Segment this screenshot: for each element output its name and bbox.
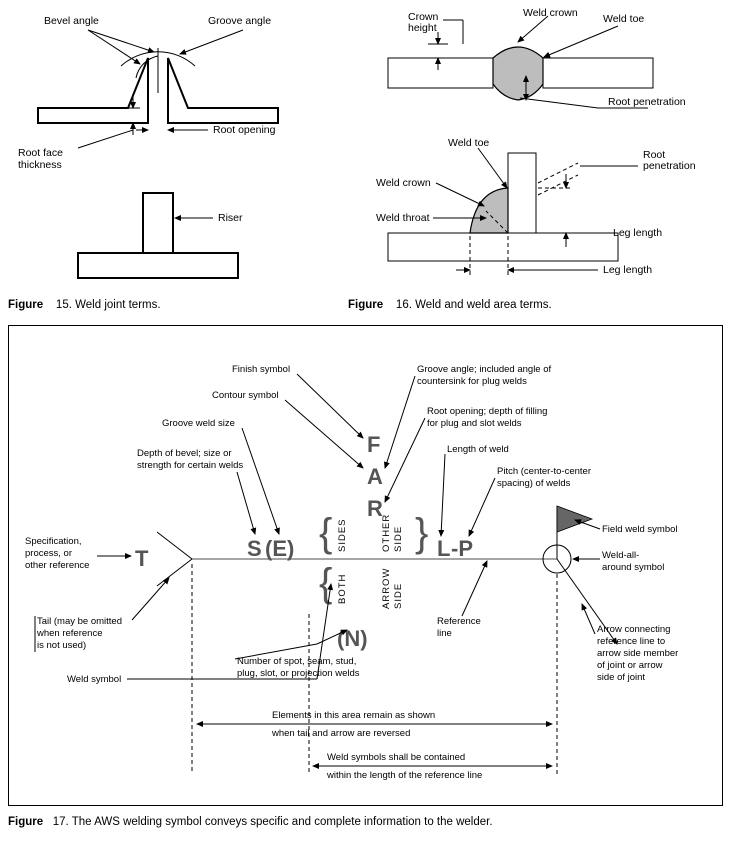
co-contained-1: Weld symbols shall be contained [327, 752, 465, 763]
label-crown-height-2: height [408, 22, 437, 34]
label-weld-crown-top: Weld crown [523, 8, 578, 19]
co-tail-1: Tail (may be omitted [37, 616, 122, 627]
co-groove-angle-1: Groove angle; included angle of [417, 364, 552, 375]
label-groove-angle: Groove angle [208, 15, 271, 27]
co-finish: Finish symbol [232, 364, 290, 375]
co-numspot-2: plug, slot, or projection welds [237, 668, 360, 679]
label-root-face-1: Root face [18, 147, 63, 159]
co-waa-1: Weld-all- [602, 550, 639, 561]
label-leg-length-v: Leg length [613, 227, 662, 239]
caption-num: 16. [396, 299, 412, 311]
label-arrow-1: ARROW [381, 568, 392, 609]
label-sides: SIDES [337, 518, 348, 552]
co-waa-2: around symbol [602, 562, 664, 573]
co-tail-3: is not used) [37, 640, 86, 651]
caption-num: 15. [56, 299, 72, 311]
caption-text: The AWS welding symbol conveys specific … [72, 816, 493, 828]
co-depth-2: strength for certain welds [137, 460, 243, 471]
label-weld-crown-lower: Weld crown [376, 177, 431, 189]
label-leg-length-h: Leg length [603, 264, 652, 276]
co-pitch-1: Pitch (center-to-center [497, 466, 591, 477]
caption-num: 17. [53, 816, 69, 828]
caption-prefix: Figure [8, 816, 43, 828]
figure-16-panel: Crown height Weld crown Weld toe Root pe… [348, 8, 718, 311]
letter-N: (N) [337, 626, 368, 651]
co-pitch-2: spacing) of welds [497, 478, 571, 489]
letter-A: A [367, 464, 383, 489]
figure-15-caption: Figure 15. Weld joint terms. [8, 299, 328, 311]
figure-17-caption: Figure 17. The AWS welding symbol convey… [8, 816, 723, 828]
label-other-2: SIDE [393, 526, 404, 552]
co-spec-3: other reference [25, 560, 89, 571]
label-root-opening: Root opening [213, 124, 276, 136]
label-weld-toe-lower: Weld toe [448, 137, 489, 149]
caption-prefix: Figure [8, 299, 43, 311]
figure-15-svg: Bevel angle Groove angle Root face thick… [8, 8, 328, 288]
co-elements-2: when tail and arrow are reversed [271, 728, 410, 739]
co-arrowc-1: Arrow connecting [597, 624, 670, 635]
co-contained-2: within the length of the reference line [326, 770, 482, 781]
figure-16-caption: Figure 16. Weld and weld area terms. [348, 299, 718, 311]
co-root-open-1: Root opening; depth of filling [427, 406, 547, 417]
label-weld-throat: Weld throat [376, 212, 430, 224]
co-tail-2: when reference [36, 628, 102, 639]
co-contour: Contour symbol [212, 390, 279, 401]
letter-F: F [367, 432, 380, 457]
co-spec-2: process, or [25, 548, 72, 559]
label-root-pen-lower-2: penetration [643, 160, 696, 172]
caption-text: Weld joint terms. [75, 299, 160, 311]
label-arrow-2: SIDE [393, 583, 404, 609]
svg-text:{: { [319, 511, 332, 555]
co-weld-symbol: Weld symbol [67, 674, 121, 685]
label-riser: Riser [218, 212, 243, 224]
co-elements-1: Elements in this area remain as shown [272, 710, 435, 721]
letter-P: -P [451, 536, 473, 561]
label-root-pen-top: Root penetration [608, 96, 686, 108]
co-field-weld: Field weld symbol [602, 524, 678, 535]
letter-E: (E) [265, 536, 294, 561]
label-weld-toe-top: Weld toe [603, 13, 644, 25]
figure-17-svg: T S (E) F A R L -P (N) { { } SIDES BOTH … [17, 334, 712, 794]
co-depth-1: Depth of bevel; size or [137, 448, 232, 459]
co-arrowc-4: of joint or arrow [597, 660, 663, 671]
svg-text:{: { [319, 561, 332, 605]
co-groove-angle-2: countersink for plug welds [417, 376, 527, 387]
co-numspot-1: Number of spot, seam, stud, [237, 656, 356, 667]
co-root-open-2: for plug and slot welds [427, 418, 522, 429]
co-refline-1: Reference [437, 616, 481, 627]
co-refline-2: line [437, 628, 452, 639]
label-both: BOTH [337, 574, 348, 604]
letter-L: L [437, 536, 450, 561]
svg-text:}: } [415, 511, 428, 555]
co-spec-1: Specification, [25, 536, 82, 547]
letter-T: T [135, 546, 149, 571]
caption-prefix: Figure [348, 299, 383, 311]
co-length-weld: Length of weld [447, 444, 509, 455]
co-arrowc-3: arrow side member [597, 648, 678, 659]
figure-16-svg: Crown height Weld crown Weld toe Root pe… [348, 8, 718, 288]
letter-S: S [247, 536, 262, 561]
label-root-face-2: thickness [18, 159, 62, 171]
label-other-1: OTHER [381, 514, 392, 552]
figure-17-panel: T S (E) F A R L -P (N) { { } SIDES BOTH … [8, 325, 723, 806]
caption-text: Weld and weld area terms. [415, 299, 552, 311]
co-groove-size: Groove weld size [162, 418, 235, 429]
co-arrowc-5: side of joint [597, 672, 645, 683]
co-arrowc-2: reference line to [597, 636, 665, 647]
label-bevel-angle: Bevel angle [44, 15, 99, 27]
figure-15-panel: Bevel angle Groove angle Root face thick… [8, 8, 328, 311]
